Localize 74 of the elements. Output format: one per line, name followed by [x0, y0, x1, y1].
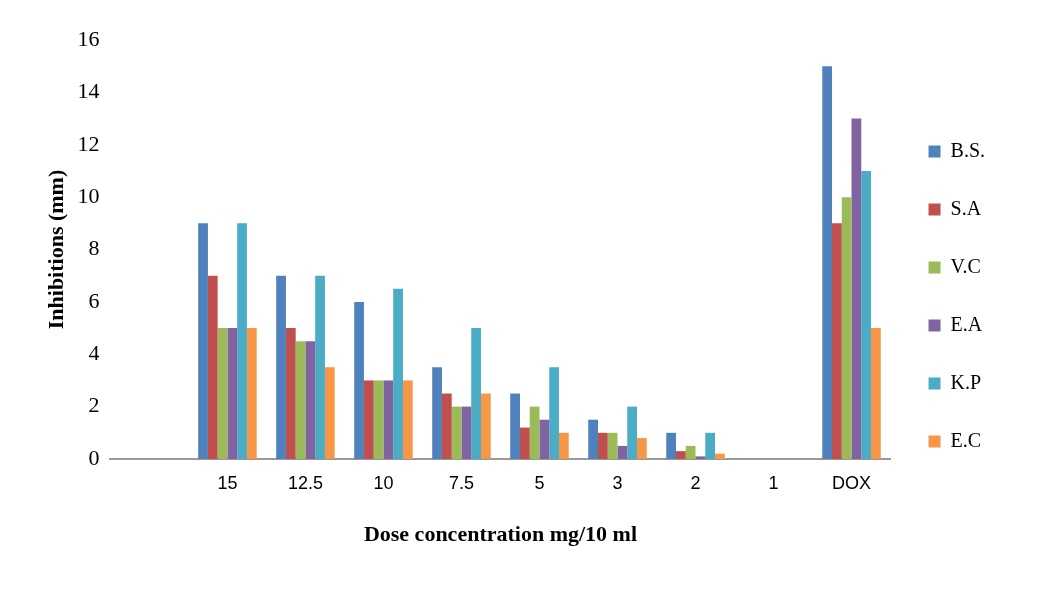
- bar: [861, 170, 872, 459]
- bar: [295, 341, 306, 459]
- bar: [461, 406, 472, 459]
- bar: [676, 451, 686, 459]
- bar: [471, 328, 481, 459]
- bar: [636, 438, 647, 459]
- bar: [480, 393, 491, 459]
- bar: [519, 427, 530, 459]
- bar: [276, 275, 286, 459]
- bar: [871, 328, 881, 459]
- bar: [832, 223, 842, 459]
- bar: [246, 328, 257, 459]
- bar: [383, 380, 394, 459]
- bar: [324, 367, 335, 459]
- x-tick-label: 10: [373, 472, 394, 493]
- legend-label: E.A: [950, 312, 983, 335]
- bar: [237, 223, 247, 459]
- bar: [617, 445, 628, 459]
- legend-label: E.C: [950, 428, 982, 451]
- y-tick-label: 14: [77, 78, 100, 104]
- bar: [285, 328, 296, 459]
- bar: [841, 197, 852, 459]
- legend-label: K.P: [950, 370, 982, 393]
- bar: [851, 118, 862, 459]
- bar: [822, 66, 833, 459]
- y-tick-label: 0: [88, 444, 100, 470]
- x-tick-label: 2: [690, 472, 701, 493]
- bar: [695, 456, 706, 459]
- y-tick-label: 8: [88, 235, 100, 261]
- bar: [315, 275, 325, 459]
- y-tick-label: 10: [77, 182, 100, 208]
- legend-label: V.C: [950, 254, 981, 277]
- y-tick-label: 2: [88, 392, 100, 418]
- y-axis-title: Inhibitions (mm): [42, 169, 68, 330]
- bar: [549, 367, 559, 459]
- bar: [432, 367, 442, 459]
- bar: [529, 406, 540, 459]
- bar: [715, 453, 725, 459]
- y-tick-label: 6: [88, 287, 100, 313]
- bar: [510, 393, 520, 459]
- y-tick-label: 16: [77, 25, 100, 51]
- bar: [588, 419, 598, 459]
- bar: [217, 328, 228, 459]
- x-tick-label: 12.5: [287, 472, 323, 493]
- y-tick-label: 12: [77, 130, 100, 156]
- bar: [227, 328, 238, 459]
- bar: [539, 419, 550, 459]
- bar: [198, 223, 208, 459]
- bar: [393, 288, 403, 459]
- x-tick-label: 7.5: [448, 472, 474, 493]
- bar: [705, 432, 716, 459]
- bar: [558, 432, 569, 459]
- bar: [354, 301, 364, 459]
- x-axis-title: Dose concentration mg/10 ml: [363, 521, 638, 547]
- bar: [207, 275, 218, 459]
- x-tick-label: 3: [612, 472, 623, 493]
- legend-label: B.S.: [950, 138, 986, 161]
- bar: [597, 432, 608, 459]
- bar: [373, 380, 384, 459]
- bar: [441, 393, 452, 459]
- x-tick-label: 5: [534, 472, 545, 493]
- x-tick-label: 15: [217, 472, 238, 493]
- bar: [451, 406, 462, 459]
- bar: [685, 445, 696, 459]
- bar: [402, 380, 413, 459]
- x-tick-label: 1: [768, 472, 779, 493]
- legend-label: S.A: [950, 196, 982, 219]
- bar: [305, 341, 316, 459]
- bar: [666, 432, 676, 459]
- bar: [627, 406, 637, 459]
- x-tick-label: DOX: [832, 472, 872, 493]
- bar: [363, 380, 374, 459]
- bar: [607, 432, 618, 459]
- y-tick-label: 4: [88, 340, 100, 366]
